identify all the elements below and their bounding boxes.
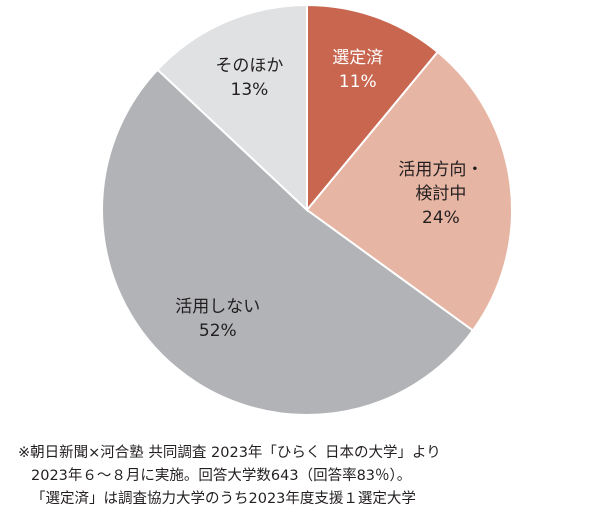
slice-not-using-value: 52% (199, 321, 237, 341)
slice-other-label: そのほか (215, 56, 283, 76)
pie-slices (101, 3, 513, 416)
slice-selected-value: 11% (339, 72, 377, 92)
slice-considering-label: 検討中 (415, 184, 466, 204)
footnote-line-source: ※朝日新聞×河合塾 共同調査 2023年「ひらく 日本の大学」より (18, 445, 441, 461)
slice-considering-label: 活用方向・ (398, 160, 483, 180)
slice-selected-label: 選定済 (332, 48, 383, 68)
footnote-line-definition: 「選定済」は調査協力大学のうち2023年度支援１選定大学 (31, 491, 416, 507)
slice-considering (305, 50, 513, 332)
pie-chart: 選定済 11% 活用方向・検討中 24% 活用しない 52% そのほか 13% (101, 3, 513, 416)
footnote: ※朝日新聞×河合塾 共同調査 2023年「ひらく 日本の大学」より 2023年６… (18, 442, 598, 511)
footnote-line-period: 2023年６～８月に実施。回答大学数643（回答率83％）。 (31, 468, 412, 484)
slice-other-value: 13% (231, 80, 269, 100)
slice-selected (306, 3, 440, 213)
slice-not-using (101, 68, 475, 416)
pie-labels: 選定済 11% 活用方向・検討中 24% 活用しない 52% そのほか 13% (175, 48, 483, 341)
slice-other (156, 3, 308, 213)
slice-not-using-label: 活用しない (175, 297, 260, 317)
slice-considering-value: 24% (422, 208, 460, 228)
